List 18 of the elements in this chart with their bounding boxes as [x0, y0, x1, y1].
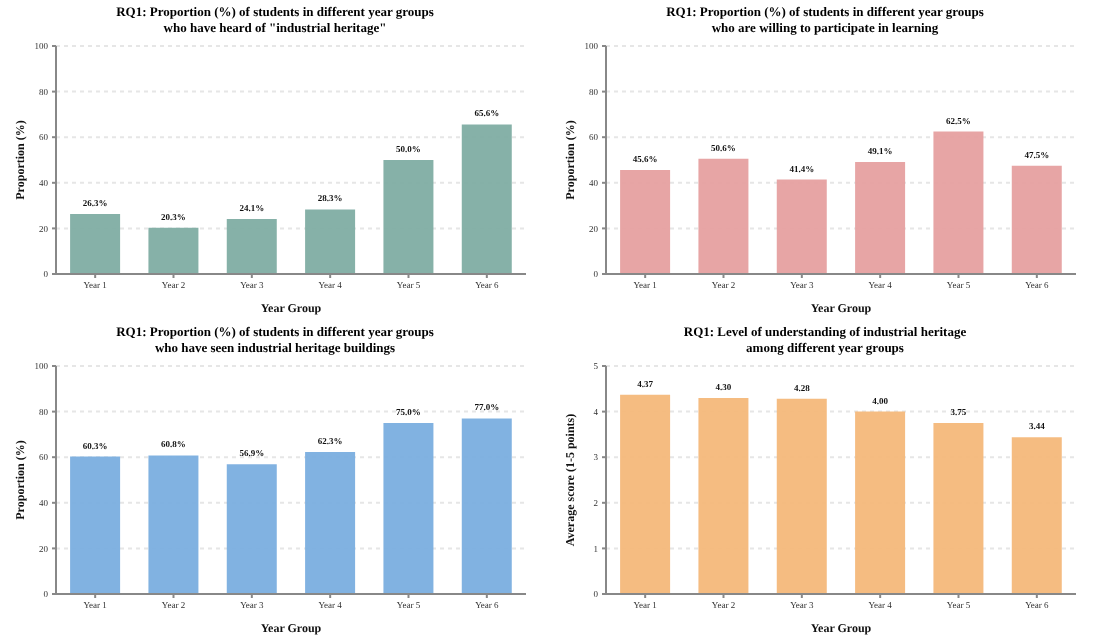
bar: [933, 131, 984, 274]
bar: [70, 214, 121, 274]
bar: [383, 423, 434, 594]
bar: [383, 160, 434, 274]
bar: [226, 219, 277, 274]
bar: [148, 227, 199, 274]
bar: [305, 209, 356, 274]
bar: [1011, 165, 1062, 274]
bar: [776, 179, 827, 274]
bar: [305, 451, 356, 594]
bar: [698, 158, 749, 274]
bar: [855, 162, 906, 274]
bar: [70, 456, 121, 594]
bar: [461, 124, 512, 274]
bar: [148, 455, 199, 594]
bar: [620, 170, 671, 274]
bar: [226, 464, 277, 594]
bar: [461, 418, 512, 594]
